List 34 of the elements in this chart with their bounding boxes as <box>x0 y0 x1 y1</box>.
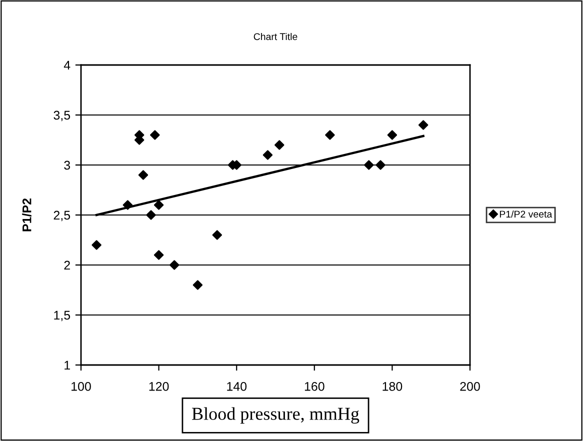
x-tick-label: 100 <box>72 382 91 391</box>
point <box>376 160 386 170</box>
y-tick-label: 2,5 <box>54 210 70 222</box>
point <box>154 200 164 210</box>
point <box>364 160 374 170</box>
point <box>387 130 398 140</box>
point <box>138 170 148 180</box>
x-tick-label: 180 <box>382 382 402 391</box>
y-tick-label: 1,5 <box>54 310 70 322</box>
point <box>274 140 284 150</box>
legend-label: P1/P2 veeta <box>500 210 552 218</box>
y-tick-label: 1 <box>64 360 70 370</box>
point <box>154 250 164 260</box>
x-tick-label: 160 <box>304 382 324 391</box>
point <box>122 200 133 210</box>
y-axis-title: P1/P2 <box>22 198 32 232</box>
point <box>92 240 102 250</box>
y-tick-label: 3,5 <box>54 110 70 122</box>
y-tick-label: 3 <box>64 160 70 170</box>
point <box>146 210 156 220</box>
x-tick-label: 140 <box>227 382 247 391</box>
point <box>418 120 428 130</box>
x-axis-title: Blood pressure, mmHg <box>192 407 360 424</box>
point <box>150 130 160 140</box>
x-tick-label: 120 <box>149 382 169 391</box>
point <box>192 280 203 290</box>
chart-title: Chart Title <box>254 32 298 40</box>
point <box>212 230 222 240</box>
point <box>325 130 335 140</box>
y-tick-label: 2 <box>64 260 70 270</box>
y-tick-label: 4 <box>64 60 70 70</box>
point <box>262 150 273 160</box>
point <box>170 260 180 270</box>
x-tick-label: 200 <box>460 382 480 391</box>
